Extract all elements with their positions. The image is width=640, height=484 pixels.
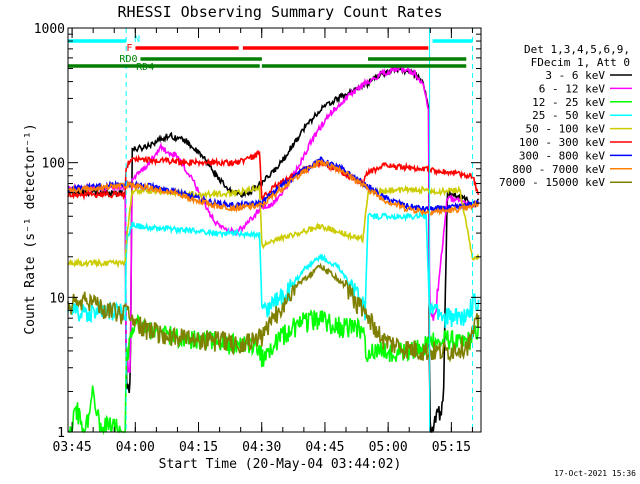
legend-header: Det 1,3,4,5,6,9, FDecim 1, Att 0 xyxy=(524,43,630,69)
series-layer xyxy=(67,64,480,436)
series-line-8 xyxy=(67,262,480,363)
x-tick-label-3: 04:30 xyxy=(242,440,281,455)
footer-date: 17-Oct-2021 15:36 xyxy=(554,469,636,478)
legend-label-0: 3 - 6 keV xyxy=(545,69,605,82)
legend-label-2: 12 - 25 keV xyxy=(532,96,605,109)
legend-header-line-2: FDecim 1, Att 0 xyxy=(531,56,630,69)
legend-label-5: 100 - 300 keV xyxy=(519,136,605,149)
x-tick-label-4: 04:45 xyxy=(305,440,344,455)
legend-label-3: 25 - 50 keV xyxy=(532,109,605,122)
x-tick-label-5: 05:00 xyxy=(369,440,408,455)
y-tick-label-0: 1 xyxy=(57,426,65,441)
flag-label-n: N xyxy=(134,34,140,45)
legend-label-1: 6 - 12 keV xyxy=(539,82,606,95)
legend-label-4: 50 - 100 keV xyxy=(526,123,606,136)
chart-title: RHESSI Observing Summary Count Rates xyxy=(117,3,442,21)
x-tick-label-2: 04:15 xyxy=(179,440,218,455)
y-tick-label-3: 1000 xyxy=(34,22,65,37)
series-line-7 xyxy=(67,159,480,217)
y-axis-label: Count Rate (s⁻¹ detector⁻¹) xyxy=(23,123,38,334)
event-lines xyxy=(125,28,474,432)
x-tick-label-6: 05:15 xyxy=(432,440,471,455)
plot-frame xyxy=(67,27,482,433)
legend-header-line-1: Det 1,3,4,5,6,9, xyxy=(524,43,630,56)
flag-label-rd0: RD0 xyxy=(119,54,137,65)
legend-label-7: 800 - 7000 keV xyxy=(512,163,605,176)
series-line-3 xyxy=(67,210,480,329)
flag-label-rd4: RD4 xyxy=(136,62,154,73)
x-axis-label: Start Time (20-May-04 03:44:02) xyxy=(159,457,402,472)
flag-label-f: F xyxy=(126,43,132,54)
axes: 03:45 04:00 04:15 04:30 04:45 05:00 05:15 1 10 10… xyxy=(34,22,482,455)
x-tick-label-0: 03:45 xyxy=(53,440,92,455)
legend-label-8: 7000 - 15000 keV xyxy=(499,176,605,189)
series-line-2 xyxy=(67,308,480,436)
y-tick-label-1: 10 xyxy=(49,291,65,306)
legend-label-6: 300 - 800 keV xyxy=(519,149,605,162)
y-tick-label-2: 100 xyxy=(42,157,65,172)
x-tick-label-1: 04:00 xyxy=(116,440,155,455)
series-line-5 xyxy=(67,149,480,203)
series-line-4 xyxy=(67,183,480,269)
series-line-1 xyxy=(67,65,480,374)
